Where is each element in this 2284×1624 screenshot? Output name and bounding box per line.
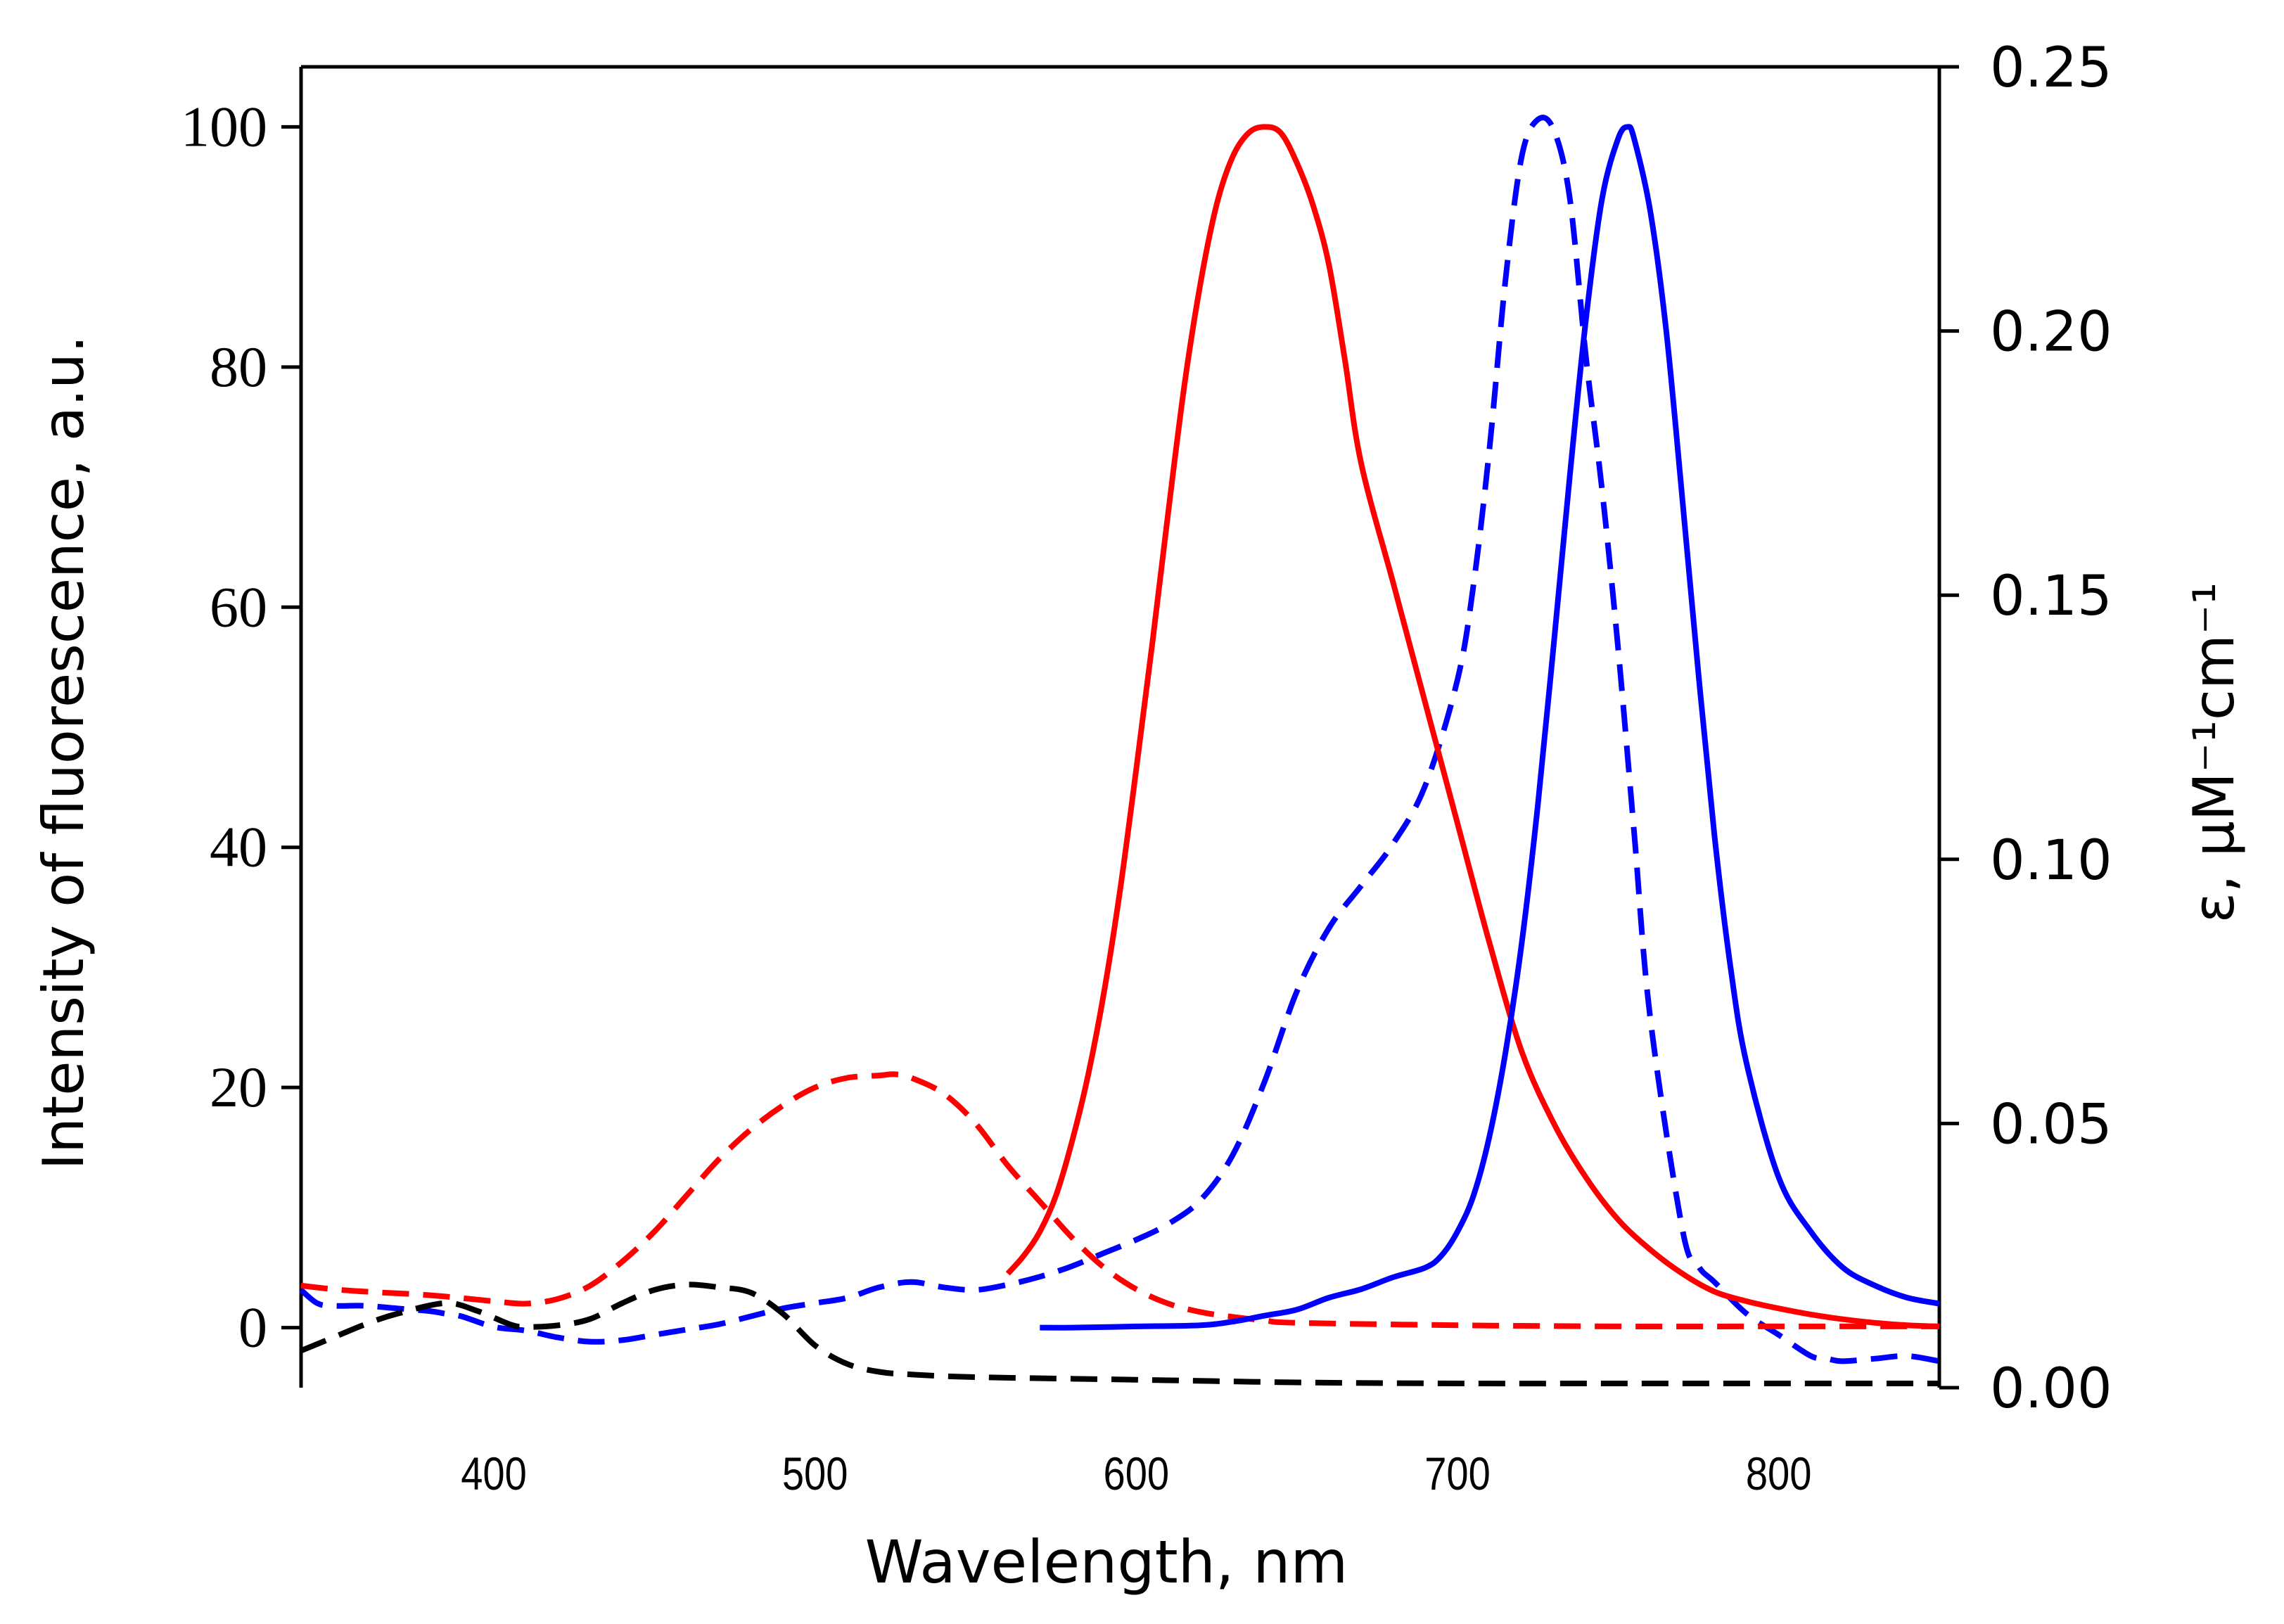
series-blue-solid [1040,124,1940,1331]
y-left-tick-label: 40 [210,815,267,879]
series-blue-dashed [299,115,1940,1364]
y-right-tick-label: 0.00 [1990,1357,2112,1421]
y-left-tick-label: 0 [238,1296,267,1360]
y-axis-left-label: Intensity of fluorescence, a.u. [31,335,96,1170]
y-left-tick-label: 20 [210,1055,267,1119]
x-axis-label: Wavelength, nm [865,1528,1348,1597]
x-tick-label: 600 [1104,1448,1170,1500]
y-right-tick-label: 0.10 [1990,829,2112,893]
y-right-tick-label: 0.25 [1990,37,2112,100]
series-red-solid [1005,124,1940,1329]
series-red-dashed [300,1071,1939,1330]
axes [299,65,1941,1388]
ticks: 400 500 600 700 800 0 20 40 60 80 100 0.00 0.05 0.10 0… [181,37,2112,1500]
x-tick-label: 500 [782,1448,848,1500]
data-series [299,115,1940,1387]
y-left-tick-label: 100 [181,94,267,158]
y-axis-right-label: ε, μM⁻¹cm⁻¹ [2181,582,2247,923]
y-right-tick-label: 0.05 [1990,1093,2112,1156]
y-left-tick-label: 80 [210,335,267,399]
x-tick-label: 700 [1424,1448,1491,1500]
series-black-dashed [300,1281,1939,1387]
y-right-tick-label: 0.20 [1990,301,2112,364]
x-tick-label: 400 [461,1448,527,1500]
x-tick-label: 800 [1746,1448,1812,1500]
y-left-tick-label: 60 [210,575,267,639]
y-right-tick-label: 0.15 [1990,565,2112,628]
